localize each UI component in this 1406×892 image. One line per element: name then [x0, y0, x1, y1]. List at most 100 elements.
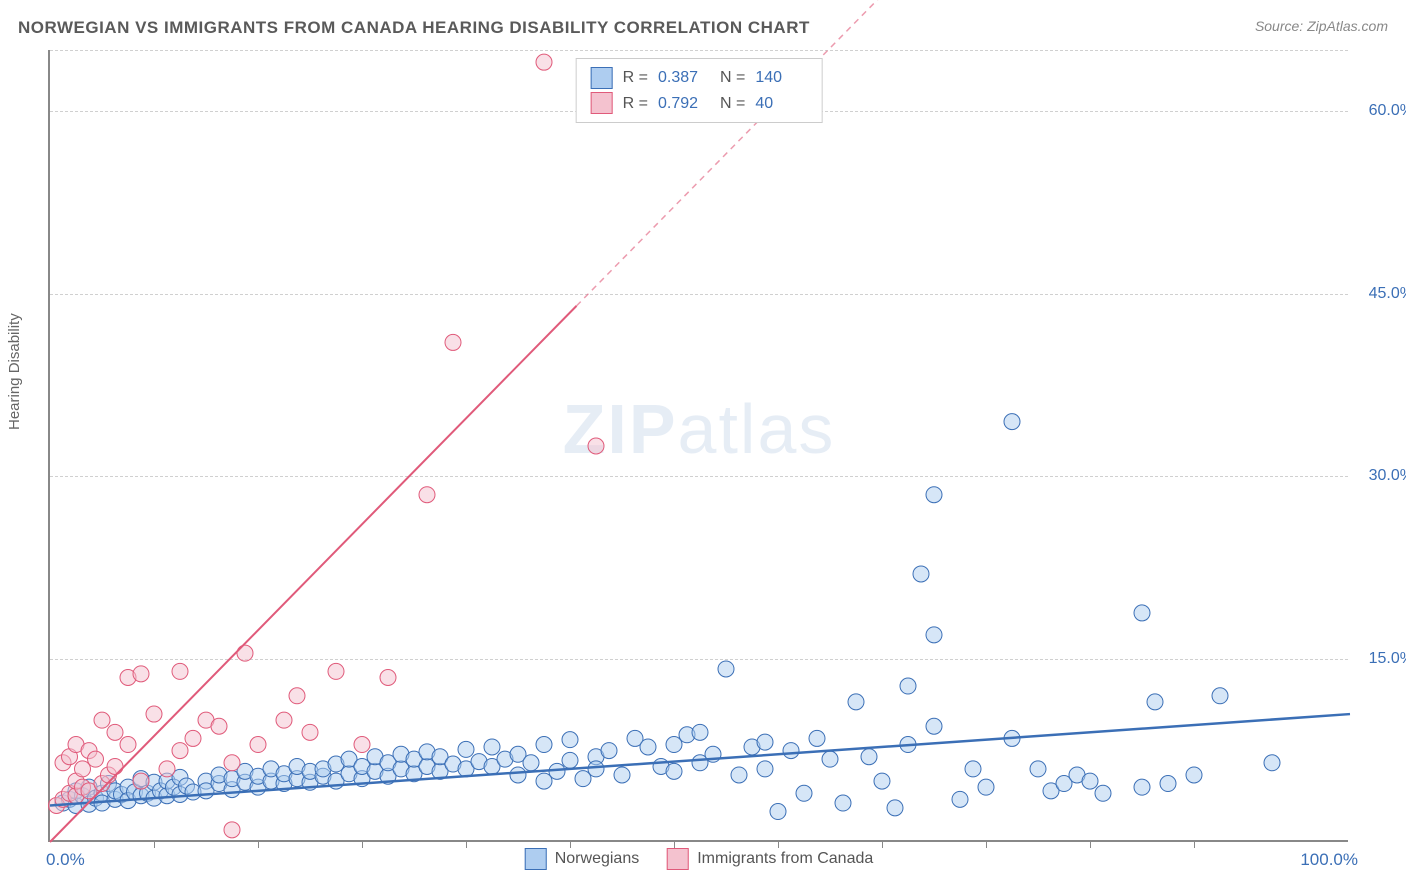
- data-point: [419, 487, 435, 503]
- data-point: [510, 767, 526, 783]
- data-point: [757, 761, 773, 777]
- data-point: [978, 779, 994, 795]
- data-point: [1082, 773, 1098, 789]
- legend: Norwegians Immigrants from Canada: [525, 848, 874, 870]
- data-point: [666, 763, 682, 779]
- data-point: [88, 751, 104, 767]
- data-point: [900, 678, 916, 694]
- data-point: [133, 773, 149, 789]
- data-point: [874, 773, 890, 789]
- data-point: [562, 752, 578, 768]
- data-point: [952, 791, 968, 807]
- data-point: [1030, 761, 1046, 777]
- data-point: [107, 724, 123, 740]
- legend-item-1: Immigrants from Canada: [667, 848, 873, 870]
- data-point: [1264, 755, 1280, 771]
- data-point: [536, 737, 552, 753]
- y-tick-label: 60.0%: [1369, 102, 1406, 120]
- data-point: [1134, 605, 1150, 621]
- data-point: [562, 732, 578, 748]
- x-tick-label-min: 0.0%: [46, 850, 85, 870]
- data-point: [224, 822, 240, 838]
- data-point: [1160, 776, 1176, 792]
- stats-row-0: R = 0.387 N = 140: [591, 65, 808, 91]
- swatch-series-1: [591, 92, 613, 114]
- data-point: [458, 741, 474, 757]
- data-point: [445, 334, 461, 350]
- data-point: [614, 767, 630, 783]
- data-point: [523, 755, 539, 771]
- data-point: [1147, 694, 1163, 710]
- data-point: [380, 670, 396, 686]
- data-point: [172, 663, 188, 679]
- data-point: [588, 761, 604, 777]
- data-point: [861, 749, 877, 765]
- scatter-svg: [50, 50, 1348, 840]
- data-point: [107, 758, 123, 774]
- legend-swatch-1: [667, 848, 689, 870]
- r-value-0: 0.387: [658, 65, 710, 91]
- data-point: [926, 487, 942, 503]
- data-point: [731, 767, 747, 783]
- data-point: [770, 804, 786, 820]
- data-point: [172, 743, 188, 759]
- data-point: [224, 755, 240, 771]
- y-tick-label: 15.0%: [1369, 650, 1406, 668]
- data-point: [302, 724, 318, 740]
- data-point: [848, 694, 864, 710]
- data-point: [484, 739, 500, 755]
- data-point: [718, 661, 734, 677]
- data-point: [965, 761, 981, 777]
- chart-title: NORWEGIAN VS IMMIGRANTS FROM CANADA HEAR…: [18, 18, 810, 38]
- stats-row-1: R = 0.792 N = 40: [591, 91, 808, 117]
- data-point: [692, 724, 708, 740]
- data-point: [237, 645, 253, 661]
- data-point: [146, 706, 162, 722]
- y-axis-label: Hearing Disability: [6, 313, 23, 430]
- data-point: [835, 795, 851, 811]
- data-point: [1134, 779, 1150, 795]
- data-point: [185, 730, 201, 746]
- data-point: [757, 734, 773, 750]
- data-point: [1186, 767, 1202, 783]
- legend-swatch-0: [525, 848, 547, 870]
- n-value-0: 140: [755, 65, 807, 91]
- data-point: [1095, 785, 1111, 801]
- data-point: [809, 730, 825, 746]
- source-label: Source: ZipAtlas.com: [1255, 18, 1388, 34]
- data-point: [1212, 688, 1228, 704]
- data-point: [783, 743, 799, 759]
- data-point: [588, 438, 604, 454]
- data-point: [120, 737, 136, 753]
- data-point: [289, 688, 305, 704]
- data-point: [913, 566, 929, 582]
- data-point: [601, 743, 617, 759]
- data-point: [1004, 414, 1020, 430]
- data-point: [94, 712, 110, 728]
- data-point: [887, 800, 903, 816]
- data-point: [250, 737, 266, 753]
- legend-label-0: Norwegians: [555, 850, 639, 868]
- stats-box: R = 0.387 N = 140 R = 0.792 N = 40: [576, 58, 823, 123]
- trend-line-ext: [577, 0, 883, 306]
- data-point: [926, 627, 942, 643]
- data-point: [926, 718, 942, 734]
- y-tick-label: 45.0%: [1369, 285, 1406, 303]
- swatch-series-0: [591, 67, 613, 89]
- data-point: [133, 666, 149, 682]
- data-point: [276, 712, 292, 728]
- plot-area: ZIPatlas 15.0%30.0%45.0%60.0% R = 0.387 …: [48, 50, 1348, 842]
- n-value-1: 40: [755, 91, 807, 117]
- legend-item-0: Norwegians: [525, 848, 639, 870]
- y-tick-label: 30.0%: [1369, 467, 1406, 485]
- data-point: [159, 761, 175, 777]
- data-point: [328, 663, 344, 679]
- r-value-1: 0.792: [658, 91, 710, 117]
- data-point: [640, 739, 656, 755]
- data-point: [536, 54, 552, 70]
- data-point: [796, 785, 812, 801]
- legend-label-1: Immigrants from Canada: [697, 850, 873, 868]
- data-point: [822, 751, 838, 767]
- data-point: [211, 718, 227, 734]
- x-tick-label-max: 100.0%: [1300, 850, 1358, 870]
